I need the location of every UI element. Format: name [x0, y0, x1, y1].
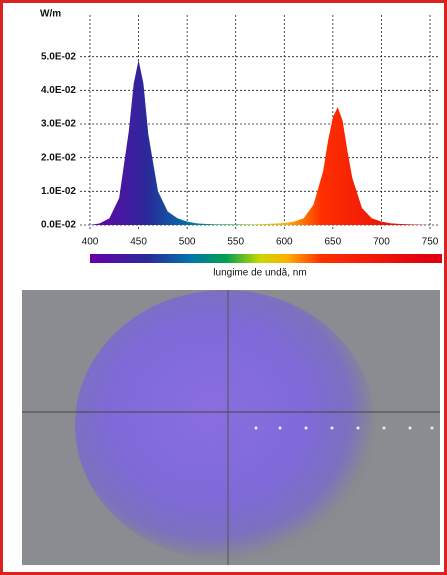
x-tick-label: 700 — [373, 237, 390, 248]
y-tick-label: 3.0E-02 — [41, 119, 76, 130]
color-bar — [90, 254, 442, 263]
spectrum-area — [90, 60, 430, 226]
x-tick-label: 500 — [179, 237, 196, 248]
x-tick-label: 550 — [227, 237, 244, 248]
x-tick-label: 750 — [422, 237, 439, 248]
y-tick-label: 2.0E-02 — [41, 152, 76, 163]
x-tick-label: 450 — [130, 237, 147, 248]
y-tick-label: 0.0E-02 — [41, 220, 76, 231]
x-axis-label: lungime de undă, nm — [213, 268, 306, 279]
y-tick-label: 5.0E-02 — [41, 51, 76, 62]
y-tick-label: 4.0E-02 — [41, 85, 76, 96]
photo — [22, 290, 440, 565]
x-tick-label: 650 — [325, 237, 342, 248]
x-tick-label: 400 — [82, 237, 99, 248]
y-axis-label: W/m — [40, 9, 61, 20]
y-tick-label: 1.0E-02 — [41, 186, 76, 197]
x-tick-label: 600 — [276, 237, 293, 248]
